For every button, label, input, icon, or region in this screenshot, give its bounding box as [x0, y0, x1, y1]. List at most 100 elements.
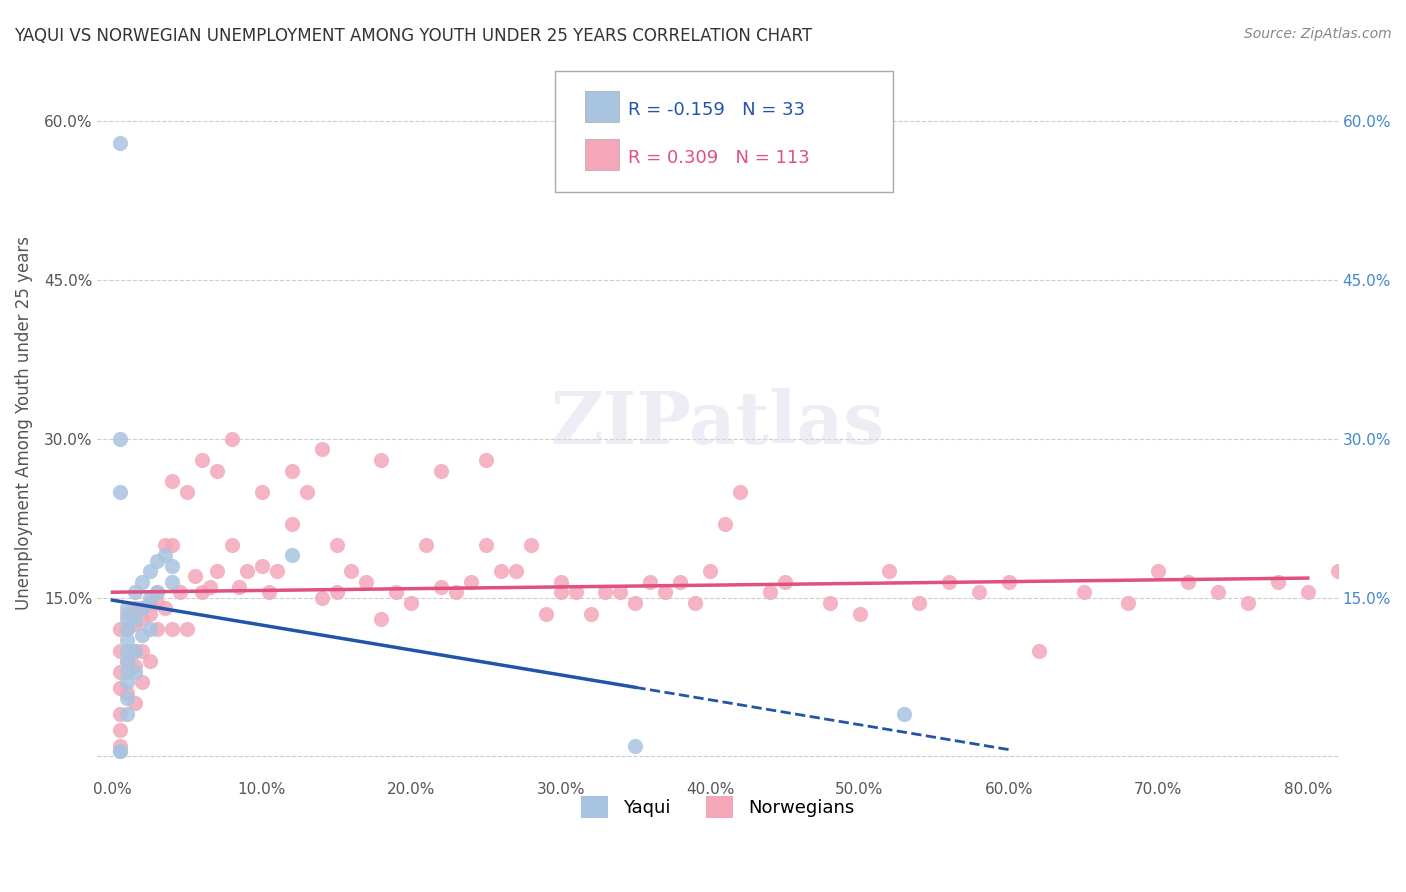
Point: [139, 564, 162, 578]
Point: [385, 585, 408, 599]
Point: [160, 538, 183, 552]
Point: [609, 585, 631, 599]
Point: [124, 585, 146, 599]
Point: [117, 665, 139, 679]
Point: [893, 707, 915, 722]
Point: [489, 564, 512, 578]
Point: [759, 585, 782, 599]
Point: [131, 574, 153, 589]
Point: [550, 585, 572, 599]
Point: [579, 607, 602, 621]
Point: [624, 739, 647, 753]
Point: [325, 538, 347, 552]
Point: [773, 574, 796, 589]
Point: [169, 585, 191, 599]
Point: [131, 601, 153, 615]
Point: [879, 564, 901, 578]
Point: [124, 612, 146, 626]
Point: [654, 585, 676, 599]
Point: [191, 453, 214, 467]
Point: [683, 596, 706, 610]
Point: [1073, 585, 1095, 599]
Point: [131, 612, 153, 626]
Point: [117, 632, 139, 647]
Text: R = -0.159   N = 33: R = -0.159 N = 33: [628, 101, 806, 119]
Point: [505, 564, 527, 578]
Point: [191, 585, 214, 599]
Point: [146, 553, 169, 567]
Point: [108, 484, 131, 499]
Point: [160, 558, 183, 573]
Point: [1147, 564, 1170, 578]
Point: [153, 538, 176, 552]
Point: [108, 136, 131, 150]
Point: [108, 643, 131, 657]
Point: [280, 464, 302, 478]
Point: [595, 585, 617, 599]
Point: [1237, 596, 1260, 610]
Point: [131, 628, 153, 642]
Point: [108, 681, 131, 695]
Point: [998, 574, 1021, 589]
Point: [160, 574, 183, 589]
Point: [205, 464, 228, 478]
Point: [117, 607, 139, 621]
Point: [124, 643, 146, 657]
Point: [236, 564, 259, 578]
Point: [146, 585, 169, 599]
Point: [460, 574, 482, 589]
Y-axis label: Unemployment Among Youth under 25 years: Unemployment Among Youth under 25 years: [15, 236, 32, 610]
Point: [295, 484, 318, 499]
Point: [356, 574, 378, 589]
Point: [117, 601, 139, 615]
Point: [699, 564, 721, 578]
Point: [520, 538, 543, 552]
Point: [967, 585, 990, 599]
Point: [669, 574, 692, 589]
Point: [108, 623, 131, 637]
Point: [1206, 585, 1229, 599]
Point: [311, 591, 333, 605]
Point: [221, 432, 243, 446]
Point: [108, 432, 131, 446]
Point: [124, 617, 146, 632]
Point: [198, 580, 221, 594]
Point: [108, 739, 131, 753]
Point: [108, 744, 131, 758]
Text: R = 0.309   N = 113: R = 0.309 N = 113: [628, 149, 810, 167]
Point: [250, 484, 273, 499]
Point: [108, 723, 131, 737]
Point: [624, 596, 647, 610]
Point: [183, 569, 205, 583]
Point: [176, 623, 198, 637]
Point: [259, 585, 281, 599]
Point: [938, 574, 960, 589]
Point: [139, 591, 162, 605]
Point: [153, 601, 176, 615]
Point: [1386, 574, 1406, 589]
Point: [430, 464, 453, 478]
Point: [370, 612, 392, 626]
Point: [399, 596, 422, 610]
Point: [108, 744, 131, 758]
Text: YAQUI VS NORWEGIAN UNEMPLOYMENT AMONG YOUTH UNDER 25 YEARS CORRELATION CHART: YAQUI VS NORWEGIAN UNEMPLOYMENT AMONG YO…: [14, 27, 813, 45]
Point: [444, 585, 467, 599]
Point: [117, 643, 139, 657]
Point: [325, 585, 347, 599]
Point: [228, 580, 250, 594]
Point: [117, 654, 139, 668]
Point: [250, 558, 273, 573]
Point: [139, 596, 162, 610]
Point: [280, 516, 302, 531]
Point: [139, 654, 162, 668]
Point: [117, 675, 139, 690]
Point: [117, 707, 139, 722]
Point: [160, 475, 183, 489]
Point: [124, 659, 146, 673]
Point: [146, 596, 169, 610]
Point: [117, 691, 139, 706]
Text: ZIPatlas: ZIPatlas: [551, 387, 884, 458]
Point: [415, 538, 437, 552]
Point: [280, 549, 302, 563]
Point: [728, 484, 751, 499]
